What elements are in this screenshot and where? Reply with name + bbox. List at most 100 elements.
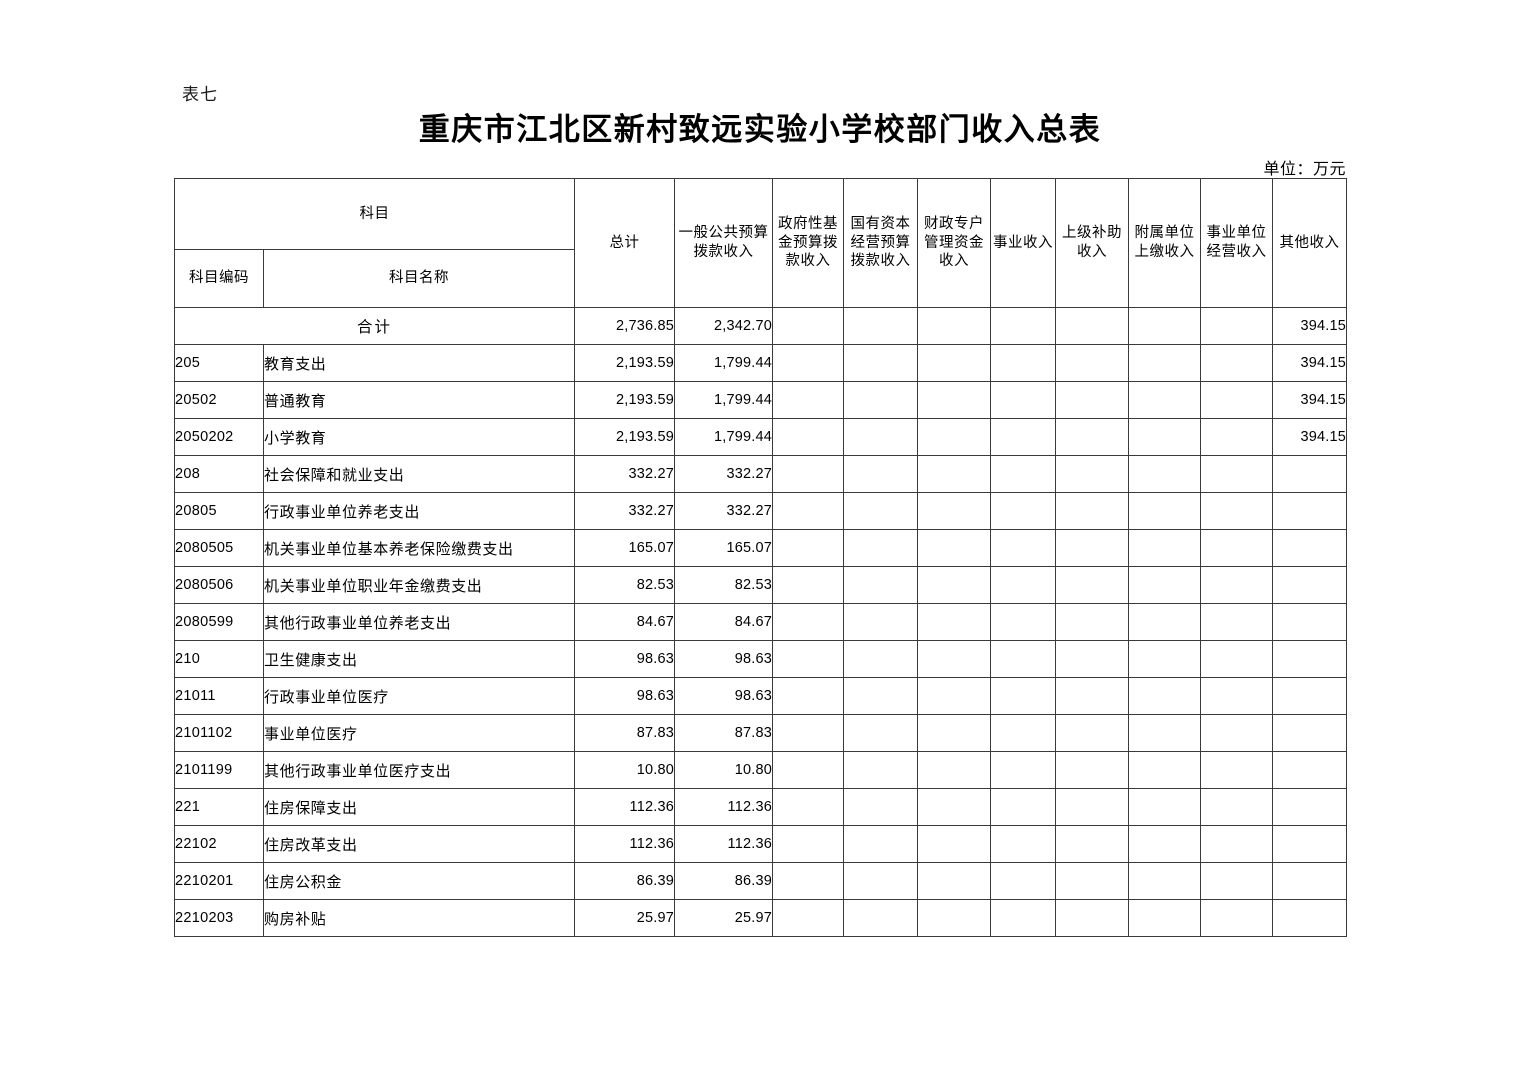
cell-subject-name: 其他行政事业单位医疗支出 — [263, 751, 575, 789]
cell-subject-code: 21011 — [174, 677, 264, 715]
cell-value-0: 87.83 — [574, 714, 675, 752]
cell-value-2 — [772, 603, 844, 641]
cell-value-5 — [990, 418, 1056, 456]
cell-value-2 — [772, 566, 844, 604]
cell-value-9 — [1272, 492, 1347, 530]
cell-value-1: 98.63 — [674, 677, 773, 715]
cell-value-3 — [843, 529, 918, 567]
table-row: 2101102 事业单位医疗 87.83 87.83 — [174, 714, 1347, 752]
cell-value-8 — [1200, 751, 1273, 789]
cell-value-2 — [772, 492, 844, 530]
cell-value-5 — [990, 640, 1056, 678]
cell-value-9 — [1272, 714, 1347, 752]
cell-value-9 — [1272, 455, 1347, 493]
cell-value-7 — [1128, 566, 1201, 604]
cell-subject-name: 事业单位医疗 — [263, 714, 575, 752]
cell-value-0: 98.63 — [574, 640, 675, 678]
cell-value-0: 2,193.59 — [574, 381, 675, 419]
cell-value-3 — [843, 714, 918, 752]
cell-value-9 — [1272, 677, 1347, 715]
cell-value-7 — [1128, 603, 1201, 641]
cell-value-2 — [772, 714, 844, 752]
cell-value-2 — [772, 344, 844, 382]
cell-subject-code: 2080505 — [174, 529, 264, 567]
cell-value-0: 84.67 — [574, 603, 675, 641]
cell-value-8 — [1200, 825, 1273, 863]
table-row: 2080505 机关事业单位基本养老保险缴费支出 165.07 165.07 — [174, 529, 1347, 567]
cell-subject-code: 2210203 — [174, 899, 264, 937]
header-row-bottom: 科目编码 科目名称 — [174, 249, 1347, 308]
cell-value-6 — [1055, 381, 1129, 419]
cell-value-6 — [1055, 529, 1129, 567]
cell-value-6 — [1055, 344, 1129, 382]
cell-subject-code: 2101102 — [174, 714, 264, 752]
unit-note: 单位：万元 — [1263, 161, 1346, 178]
cell-value-5 — [990, 455, 1056, 493]
cell-value-1: 87.83 — [674, 714, 773, 752]
cell-value-8 — [1200, 788, 1273, 826]
table-row: 20502 普通教育 2,193.59 1,799.44 394.15 — [174, 381, 1347, 419]
cell-value-3 — [843, 566, 918, 604]
cell-subject-name: 教育支出 — [263, 344, 575, 382]
sheet-label: 表七 — [182, 85, 218, 104]
cell-value-7 — [1128, 899, 1201, 937]
cell-value-5 — [990, 825, 1056, 863]
cell-value-8 — [1200, 566, 1273, 604]
cell-value-2 — [772, 381, 844, 419]
cell-value-5 — [990, 492, 1056, 530]
cell-value-0: 10.80 — [574, 751, 675, 789]
cell-value-1: 112.36 — [674, 825, 773, 863]
cell-value-8 — [1200, 381, 1273, 419]
table-row: 2080599 其他行政事业单位养老支出 84.67 84.67 — [174, 603, 1347, 641]
cell-value-3 — [843, 455, 918, 493]
total-cell-1: 2,342.70 — [674, 307, 773, 345]
cell-subject-name: 普通教育 — [263, 381, 575, 419]
table-row: 208 社会保障和就业支出 332.27 332.27 — [174, 455, 1347, 493]
cell-value-4 — [917, 566, 991, 604]
cell-value-1: 1,799.44 — [674, 344, 773, 382]
cell-value-2 — [772, 788, 844, 826]
total-cell-9: 394.15 — [1272, 307, 1347, 345]
cell-value-3 — [843, 418, 918, 456]
cell-value-7 — [1128, 640, 1201, 678]
cell-value-4 — [917, 677, 991, 715]
cell-subject-code: 210 — [174, 640, 264, 678]
cell-subject-name: 机关事业单位基本养老保险缴费支出 — [263, 529, 575, 567]
cell-value-1: 1,799.44 — [674, 381, 773, 419]
cell-value-6 — [1055, 455, 1129, 493]
cell-value-1: 332.27 — [674, 455, 773, 493]
cell-value-9: 394.15 — [1272, 381, 1347, 419]
cell-value-7 — [1128, 381, 1201, 419]
cell-subject-code: 2050202 — [174, 418, 264, 456]
header-col-state-capital-budget: 国有资本经营预算拨款收入 — [843, 178, 918, 308]
cell-value-9 — [1272, 566, 1347, 604]
cell-value-0: 165.07 — [574, 529, 675, 567]
header-col-subject-code: 科目编码 — [174, 249, 264, 308]
table-header: 科目 总计 一般公共预算拨款收入 政府性基金预算拨款收入 国有资本经营预算拨款收… — [174, 178, 1347, 308]
cell-value-2 — [772, 529, 844, 567]
cell-value-2 — [772, 825, 844, 863]
cell-subject-code: 20502 — [174, 381, 264, 419]
cell-value-0: 2,193.59 — [574, 418, 675, 456]
cell-value-4 — [917, 455, 991, 493]
table-row-total: 合计 2,736.85 2,342.70 394.15 — [174, 307, 1347, 345]
total-cell-4 — [917, 307, 991, 345]
cell-value-9 — [1272, 899, 1347, 937]
cell-value-5 — [990, 529, 1056, 567]
table-row: 21011 行政事业单位医疗 98.63 98.63 — [174, 677, 1347, 715]
cell-value-0: 98.63 — [574, 677, 675, 715]
cell-value-8 — [1200, 862, 1273, 900]
cell-value-7 — [1128, 492, 1201, 530]
cell-subject-name: 购房补贴 — [263, 899, 575, 937]
cell-subject-code: 22102 — [174, 825, 264, 863]
cell-value-8 — [1200, 603, 1273, 641]
cell-value-9 — [1272, 640, 1347, 678]
cell-value-0: 332.27 — [574, 455, 675, 493]
cell-value-2 — [772, 862, 844, 900]
cell-value-4 — [917, 603, 991, 641]
cell-value-1: 82.53 — [674, 566, 773, 604]
cell-subject-name: 行政事业单位养老支出 — [263, 492, 575, 530]
header-col-total: 总计 — [574, 178, 675, 308]
table-body: 合计 2,736.85 2,342.70 394.15 205 教育支出 2,193… — [174, 307, 1347, 937]
cell-value-3 — [843, 862, 918, 900]
